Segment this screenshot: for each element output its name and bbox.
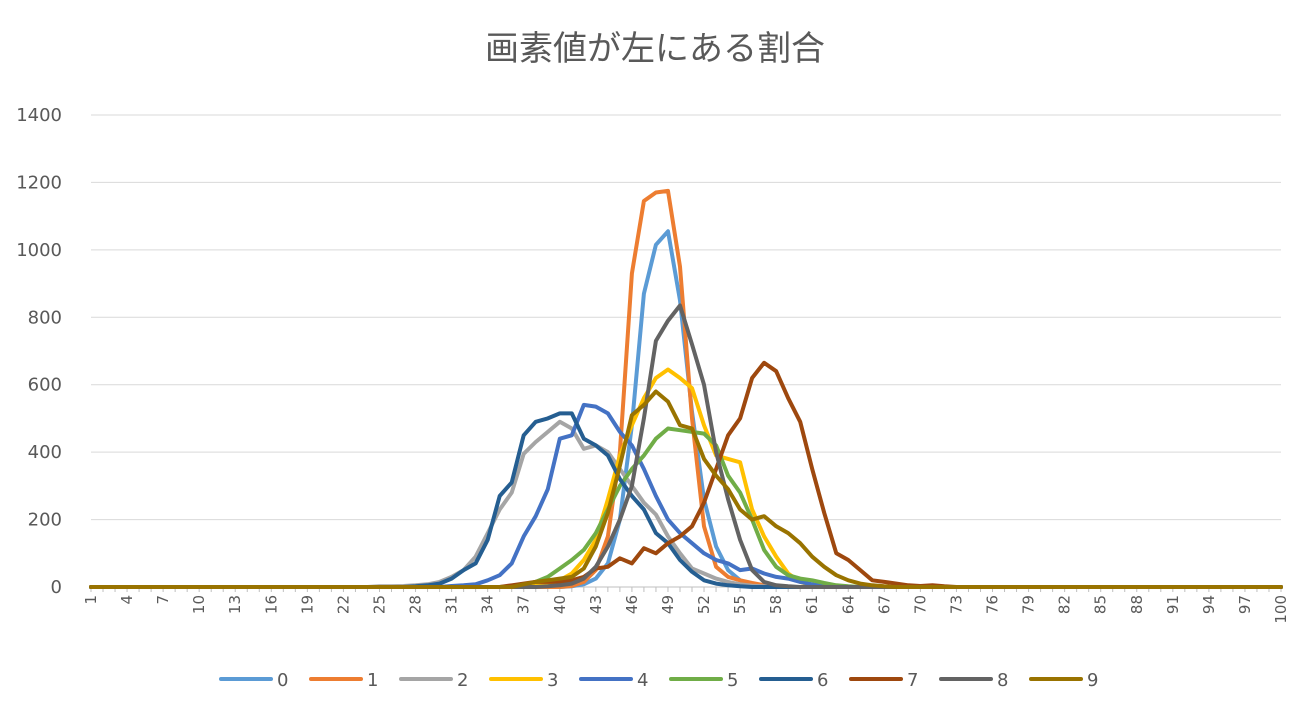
series-line-7 [89, 360, 1283, 589]
legend-label-6: 6 [817, 670, 828, 691]
x-tick-label: 67 [875, 595, 893, 614]
legend-label-4: 4 [637, 670, 648, 691]
x-tick-label: 61 [803, 595, 821, 614]
y-tick-label: 1000 [16, 240, 62, 261]
x-tick-label: 46 [623, 595, 641, 614]
legend-label-5: 5 [727, 670, 738, 691]
legend-label-0: 0 [277, 670, 288, 691]
x-tick-label: 25 [370, 595, 388, 614]
x-tick-label: 55 [731, 595, 749, 614]
legend-label-2: 2 [457, 670, 468, 691]
x-axis-ticks: 1 4 7 10 13 16 19 22 25 28 31 34 37 40 43 46 49 52 55 58 61 6… [82, 587, 1290, 624]
y-tick-label: 600 [28, 375, 62, 396]
x-tick-label: 85 [1092, 595, 1110, 614]
x-tick-label: 100 [1272, 595, 1290, 624]
y-tick-label: 1200 [16, 172, 62, 193]
chart-title: 画素値が左にある割合 [485, 29, 825, 69]
legend-label-3: 3 [547, 670, 558, 691]
series-lines [89, 188, 1283, 589]
x-tick-label: 37 [515, 595, 533, 614]
y-tick-label: 200 [28, 510, 62, 531]
x-tick-label: 64 [839, 595, 857, 614]
x-tick-label: 49 [659, 595, 677, 614]
x-tick-label: 13 [226, 595, 244, 614]
x-tick-label: 34 [479, 595, 497, 614]
legend: 0 1 2 3 4 5 6 7 8 9 [219, 670, 1098, 691]
y-tick-label: 400 [28, 442, 62, 463]
series-line-9 [89, 389, 1283, 589]
x-tick-label: 16 [262, 595, 280, 614]
series-line-3 [89, 367, 1283, 589]
x-tick-label: 91 [1164, 595, 1182, 614]
x-tick-label: 43 [587, 595, 605, 614]
x-tick-label: 76 [984, 595, 1002, 614]
x-tick-label: 4 [118, 595, 136, 605]
x-tick-label: 19 [298, 595, 316, 614]
legend-label-7: 7 [907, 670, 918, 691]
y-tick-label: 1400 [16, 105, 62, 126]
x-tick-label: 40 [551, 595, 569, 614]
x-tick-label: 82 [1056, 595, 1074, 614]
series-line-2 [89, 419, 1283, 589]
x-tick-label: 52 [695, 595, 713, 614]
x-tick-label: 58 [767, 595, 785, 614]
legend-label-9: 9 [1087, 670, 1098, 691]
x-tick-label: 79 [1020, 595, 1038, 614]
x-tick-label: 28 [407, 595, 425, 614]
y-tick-label: 0 [51, 577, 62, 598]
x-tick-label: 1 [82, 595, 100, 605]
legend-label-1: 1 [367, 670, 378, 691]
x-tick-label: 97 [1236, 595, 1254, 614]
x-tick-label: 70 [911, 595, 929, 614]
x-tick-label: 7 [154, 595, 172, 605]
y-axis-ticks: 0 200 400 600 800 1000 1200 1400 [16, 105, 62, 598]
x-tick-label: 22 [334, 595, 352, 614]
x-tick-label: 94 [1200, 595, 1218, 614]
x-tick-label: 73 [947, 595, 965, 614]
legend-label-8: 8 [997, 670, 1008, 691]
y-tick-label: 800 [28, 307, 62, 328]
x-tick-label: 88 [1128, 595, 1146, 614]
x-tick-label: 10 [190, 595, 208, 614]
x-tick-label: 31 [443, 595, 461, 614]
